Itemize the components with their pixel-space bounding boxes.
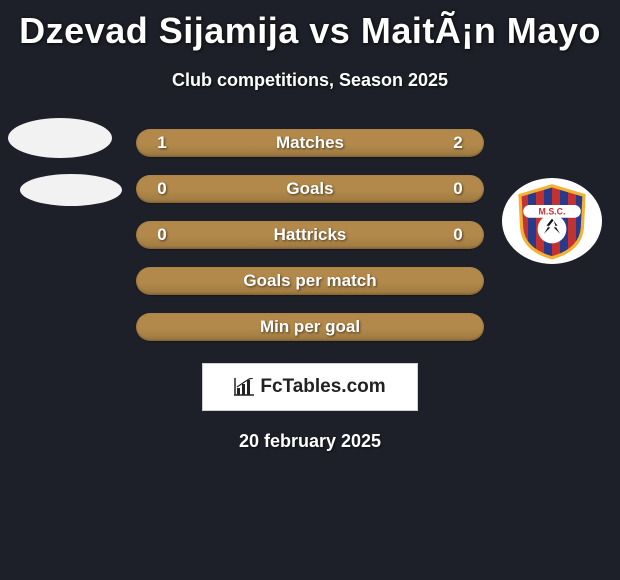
stat-label: Min per goal (260, 317, 360, 337)
subtitle: Club competitions, Season 2025 (0, 70, 620, 91)
stat-row-goals-per-match: Goals per match (136, 267, 484, 295)
stat-label: Hattricks (274, 225, 347, 245)
stat-left-value: 1 (152, 133, 172, 153)
stat-right-value: 2 (448, 133, 468, 153)
stat-label: Goals (286, 179, 333, 199)
player-left-avatar-bottom (20, 174, 122, 206)
stat-left-value: 0 (152, 225, 172, 245)
barchart-icon (234, 378, 254, 396)
player-right-club-badge: M.S.C. (502, 178, 602, 264)
stat-row-min-per-goal: Min per goal (136, 313, 484, 341)
club-badge-icon: M.S.C. (512, 181, 592, 261)
stat-row-matches: 1 Matches 2 (136, 129, 484, 157)
stat-label: Goals per match (243, 271, 376, 291)
stat-right-value: 0 (448, 179, 468, 199)
player-left-avatar-top (8, 118, 112, 158)
stat-row-hattricks: 0 Hattricks 0 (136, 221, 484, 249)
page-title: Dzevad Sijamija vs MaitÃ¡n Mayo (0, 0, 620, 52)
svg-text:M.S.C.: M.S.C. (539, 207, 566, 217)
site-logo-text: FcTables.com (260, 376, 385, 398)
stat-label: Matches (276, 133, 344, 153)
stat-row-goals: 0 Goals 0 (136, 175, 484, 203)
site-logo[interactable]: FcTables.com (202, 363, 418, 411)
footer-date: 20 february 2025 (0, 431, 620, 452)
stat-left-value: 0 (152, 179, 172, 199)
stat-right-value: 0 (448, 225, 468, 245)
